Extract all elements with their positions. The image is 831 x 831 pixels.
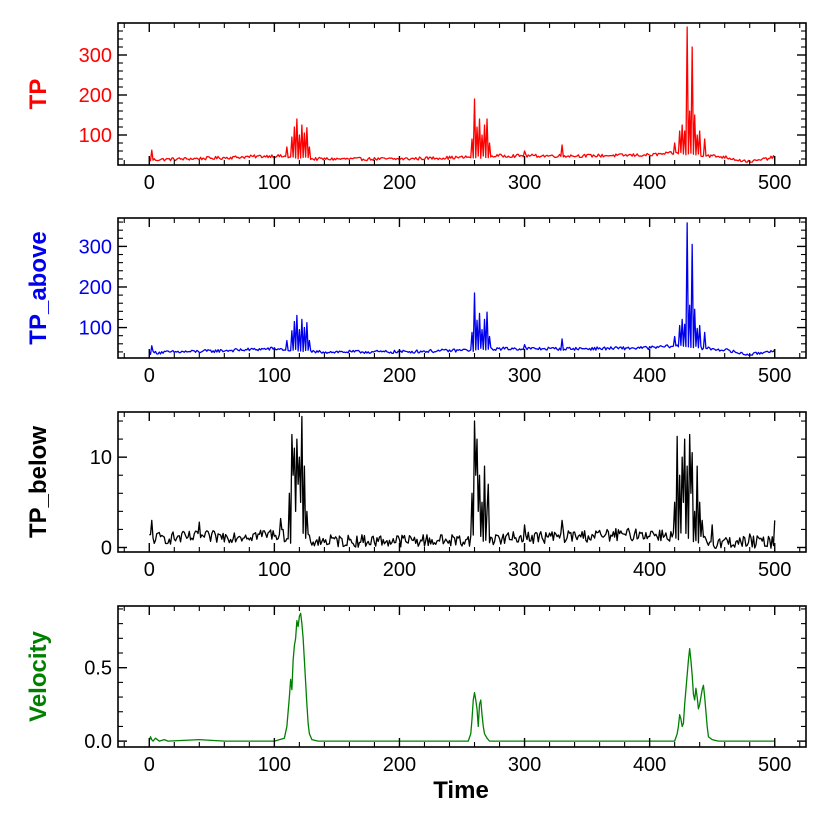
y-tick-label: 0: [101, 537, 112, 559]
axes-frame: [117, 22, 807, 166]
x-tick-label: 500: [758, 754, 791, 776]
series-line-tp-below: [149, 415, 776, 549]
x-tick-label: 500: [758, 365, 791, 387]
x-tick-label: 500: [758, 559, 791, 581]
y-tick-label: 300: [79, 236, 112, 258]
y-tick-label: 100: [79, 125, 112, 147]
x-axis-label: Time: [433, 777, 489, 804]
x-tick-label: 300: [508, 365, 541, 387]
x-tick-label: 0: [144, 754, 155, 776]
y-axis-label: Velocity: [25, 630, 52, 721]
x-tick-label: 400: [633, 172, 666, 194]
x-tick-label: 200: [383, 365, 416, 387]
x-tick-label: 100: [258, 365, 291, 387]
x-tick-label: 400: [633, 559, 666, 581]
x-tick-label: 500: [758, 172, 791, 194]
axes-frame: [117, 411, 807, 553]
x-tick-label: 200: [383, 754, 416, 776]
y-tick-label: 0.5: [84, 658, 112, 680]
panel-4: 0 100 200 300 400 500 0.0 0.5 Velocity Time: [25, 605, 807, 804]
y-tick-label: 200: [79, 277, 112, 299]
series-line-tp-above: [148, 222, 776, 356]
x-tick-label: 0: [144, 172, 155, 194]
x-tick-label: 400: [633, 365, 666, 387]
series-line-tp: [148, 26, 776, 163]
y-tick-label: 100: [79, 318, 112, 340]
panel-3: 0 100 200 300 400 500 0 10 TP_below: [25, 411, 807, 581]
series-line-velocity: [148, 612, 775, 742]
y-axis-label: TP_below: [25, 426, 52, 538]
x-tick-label: 0: [144, 559, 155, 581]
x-tick-label: 200: [383, 559, 416, 581]
axes-frame: [117, 605, 807, 748]
x-tick-label: 0: [144, 365, 155, 387]
y-tick-label: 200: [79, 85, 112, 107]
x-tick-label: 300: [508, 754, 541, 776]
x-tick-label: 400: [633, 754, 666, 776]
x-tick-label: 100: [258, 754, 291, 776]
panel-1: 0 100 200 300 400 500 100 200 300 TP: [25, 22, 807, 194]
x-tick-label: 300: [508, 172, 541, 194]
y-tick-label: 0.0: [84, 731, 112, 753]
axes-frame: [117, 217, 807, 359]
panel-2: 0 100 200 300 400 500 100 200 300 TP_above: [25, 217, 807, 387]
x-tick-label: 300: [508, 559, 541, 581]
x-tick-label: 200: [383, 172, 416, 194]
x-tick-label: 100: [258, 172, 291, 194]
y-tick-label: 10: [90, 447, 112, 469]
y-tick-label: 300: [79, 45, 112, 67]
y-axis-label: TP_above: [25, 231, 52, 344]
x-tick-label: 100: [258, 559, 291, 581]
y-axis-label: TP: [25, 79, 52, 110]
